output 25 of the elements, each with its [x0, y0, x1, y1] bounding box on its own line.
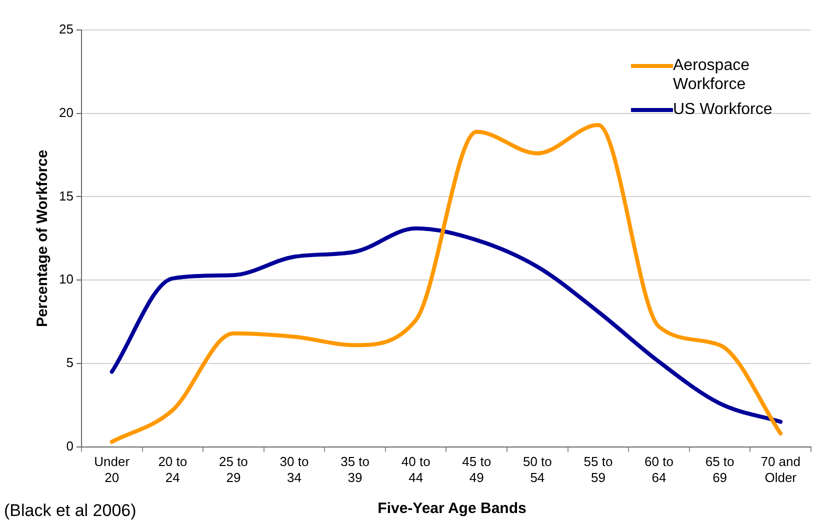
y-tick-label: 15	[58, 188, 74, 204]
y-axis-title: Percentage of Workforce	[34, 150, 52, 328]
x-tick-label: 60 to 64	[644, 454, 674, 485]
x-tick-label: 30 to 34	[280, 454, 309, 485]
legend-label: Aerospace Workforce	[673, 56, 750, 94]
x-tick-label: 35 to 39	[340, 454, 370, 485]
x-tick-label: Under 20	[94, 454, 130, 485]
x-tick-label: 40 to 44	[401, 454, 430, 485]
line-series	[110, 226, 783, 424]
x-tick-label: 70 and Older	[760, 454, 800, 485]
x-tick-label: 65 to 69	[705, 454, 734, 485]
y-tick-label: 5	[66, 355, 74, 370]
x-tick-label: 45 to 49	[462, 454, 492, 485]
x-tick-label: 20 to 24	[158, 454, 188, 485]
legend-label: US Workforce	[673, 100, 774, 119]
y-tick-label: 0	[66, 438, 74, 454]
y-tick-label: 20	[58, 104, 74, 120]
y-tick-label: 10	[58, 272, 74, 287]
x-tick-label: 55 to 59	[584, 454, 613, 485]
text: (Black et al 2006)	[4, 501, 136, 521]
x-axis-title: Five-Year Age Bands	[378, 500, 526, 517]
y-tick-label: 25	[58, 22, 74, 37]
x-tick-label: 25 to 29	[218, 454, 248, 485]
line-series	[110, 123, 783, 444]
x-tick-label: 50 to 54	[522, 454, 552, 485]
